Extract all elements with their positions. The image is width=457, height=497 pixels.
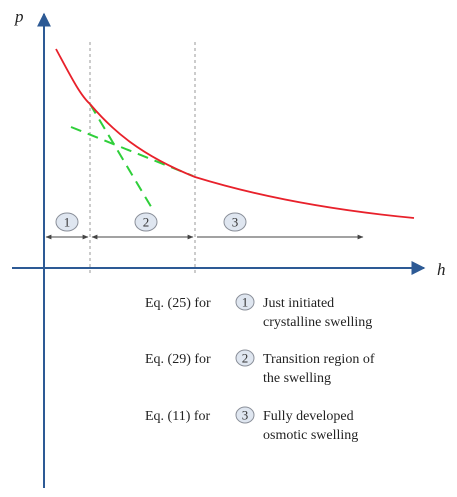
svg-text:Eq. (29) for: Eq. (29) for	[145, 352, 211, 367]
svg-text:1: 1	[64, 215, 71, 230]
svg-text:1: 1	[242, 295, 249, 310]
svg-text:Eq. (25) for: Eq. (25) for	[145, 296, 211, 311]
svg-text:osmotic swelling: osmotic swelling	[263, 428, 358, 443]
tangent-line-region-1	[89, 103, 154, 211]
svg-text:crystalline swelling: crystalline swelling	[263, 315, 372, 330]
svg-text:3: 3	[242, 408, 249, 423]
region-2-marker: 2	[134, 212, 158, 232]
legend-item-2: Eq. (29) for 2 Transition region of the …	[145, 349, 375, 386]
svg-text:Just initiated: Just initiated	[263, 296, 334, 311]
svg-text:Eq. (11) for: Eq. (11) for	[145, 409, 211, 424]
region-1-marker: 1	[55, 212, 79, 232]
y-axis-label: p	[14, 7, 24, 26]
svg-text:Fully developed: Fully developed	[263, 409, 354, 424]
x-axis-label: h	[437, 260, 446, 279]
svg-text:2: 2	[242, 351, 249, 366]
pressure-curve	[55, 48, 415, 219]
region-3-marker: 3	[223, 212, 247, 232]
legend-item-1: Eq. (25) for 1 Just initiated crystallin…	[145, 293, 372, 330]
svg-text:Transition region of: Transition region of	[263, 352, 375, 367]
svg-text:3: 3	[232, 215, 239, 230]
svg-text:2: 2	[143, 215, 150, 230]
svg-text:the swelling: the swelling	[263, 371, 331, 386]
legend-item-3: Eq. (11) for 3 Fully developed osmotic s…	[145, 406, 358, 443]
